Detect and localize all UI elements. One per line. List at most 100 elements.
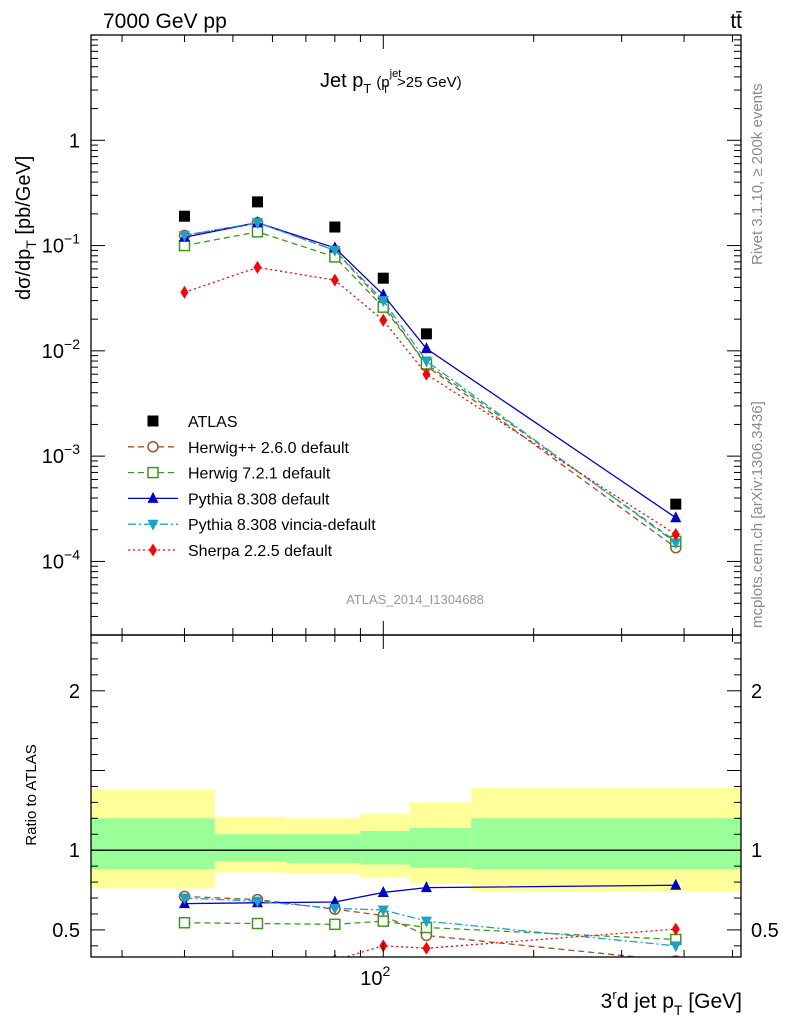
legend-marker bbox=[147, 466, 159, 479]
main-series-line bbox=[184, 221, 677, 519]
main-series-point bbox=[379, 313, 388, 327]
analysis-tag: ATLAS_2014_I1304688 bbox=[346, 592, 484, 607]
main-ticks bbox=[91, 34, 741, 636]
inner-band bbox=[409, 827, 472, 868]
ratio-series-point bbox=[251, 917, 264, 930]
legend-entry: Sherpa 2.2.5 default bbox=[128, 543, 333, 560]
tick-exp: −1 bbox=[64, 231, 80, 247]
main-series-point bbox=[180, 285, 189, 299]
main-series-point bbox=[251, 196, 263, 208]
legend-label: Herwig++ 2.6.0 default bbox=[188, 440, 350, 457]
legend-label: Herwig 7.2.1 default bbox=[188, 466, 331, 483]
ratio-series-line bbox=[184, 897, 676, 947]
legend-entry: Herwig++ 2.6.0 default bbox=[128, 440, 350, 457]
main-series-point bbox=[178, 239, 191, 252]
ratio-series-point bbox=[180, 973, 188, 986]
ratio-series-markers bbox=[178, 893, 682, 953]
main-series-line bbox=[184, 231, 677, 542]
ratio-series-herwig-7-2-1-default bbox=[178, 915, 682, 946]
tick-base: 10 bbox=[42, 341, 64, 363]
main-series-point bbox=[178, 210, 190, 222]
tick-exp: −2 bbox=[64, 336, 80, 352]
ratio-series-point bbox=[670, 941, 682, 953]
legend-label: ATLAS bbox=[188, 414, 238, 431]
legend-entry: Pythia 8.308 default bbox=[128, 491, 330, 508]
main-series-point bbox=[253, 260, 262, 274]
main-y-tick-label: 10−4 bbox=[42, 546, 80, 573]
main-plot-area bbox=[178, 196, 682, 554]
main-series-sherpa-2-2-5-default bbox=[180, 260, 680, 542]
main-y-tick-label: 10−1 bbox=[42, 231, 80, 258]
ratio-series-sherpa-2-2-5-default bbox=[180, 922, 680, 986]
main-panel: 110−110−210−310−4 Jet pT (pjet T >25 GeV) d… bbox=[13, 34, 742, 636]
ratio-y-tick-label-right: 0.5 bbox=[751, 920, 779, 942]
main-series-point bbox=[377, 272, 389, 284]
main-series-markers bbox=[178, 218, 682, 550]
ratio-series-point bbox=[420, 881, 432, 893]
main-y-tick-label: 10−3 bbox=[42, 441, 80, 468]
ratio-x-tick-labels: 102 bbox=[360, 963, 390, 990]
main-series-point bbox=[420, 342, 432, 354]
ratio-series-line bbox=[184, 884, 676, 905]
legend-entry: Herwig 7.2.1 default bbox=[128, 466, 331, 483]
ratio-bands bbox=[91, 788, 741, 892]
ratio-series-markers bbox=[180, 922, 680, 986]
ratio-series-pythia-8-308-vincia-default bbox=[178, 893, 682, 953]
ratio-series-point bbox=[178, 916, 191, 929]
ratio-plot-area bbox=[178, 878, 682, 986]
legend-entry: Pythia 8.308 vincia-default bbox=[128, 517, 376, 534]
inner-band bbox=[286, 834, 361, 863]
main-y-tick-label: 10−2 bbox=[42, 336, 80, 363]
legend-marker bbox=[147, 415, 159, 427]
ratio-y-tick-label-left: 2 bbox=[69, 681, 80, 703]
ratio-y-tick-label-right: 2 bbox=[751, 681, 762, 703]
legend-label: Pythia 8.308 default bbox=[188, 491, 330, 508]
tick-base: 10 bbox=[42, 236, 64, 258]
ratio-series-line bbox=[184, 895, 644, 957]
legend-marker bbox=[147, 491, 159, 503]
main-series-point bbox=[670, 498, 682, 510]
ratio-frame bbox=[90, 634, 742, 958]
main-series-point bbox=[420, 328, 432, 340]
inner-band bbox=[214, 834, 287, 862]
legend-entry: ATLAS bbox=[147, 414, 238, 431]
mcplots-label: mcplots.cern.ch [arXiv:1306.3436] bbox=[749, 401, 766, 628]
ratio-series-line bbox=[343, 928, 676, 957]
inner-band bbox=[471, 818, 741, 870]
ratio-y-tick-labels: 0.5 0.5 1 1 2 2 bbox=[52, 681, 779, 942]
rivet-label: Rivet 3.1.10, ≥ 200k events bbox=[749, 83, 766, 265]
legend-marker bbox=[147, 519, 159, 531]
ratio-series-point bbox=[178, 893, 190, 905]
header-left: 7000 GeV pp bbox=[103, 10, 227, 33]
ratio-series-markers bbox=[178, 915, 682, 946]
ratio-series-point bbox=[377, 905, 389, 917]
main-series-point bbox=[671, 528, 680, 542]
ratio-series-point bbox=[422, 941, 431, 955]
legend-label: Sherpa 2.2.5 default bbox=[188, 543, 333, 560]
main-series-point bbox=[178, 230, 190, 242]
main-series-point bbox=[377, 296, 389, 308]
main-y-tick-labels: 110−110−210−310−4 bbox=[42, 130, 80, 573]
ratio-series-point bbox=[671, 922, 680, 936]
main-series-point bbox=[422, 367, 431, 381]
main-series-point bbox=[420, 356, 432, 368]
legend-marker bbox=[149, 543, 157, 557]
ratio-series-point bbox=[670, 878, 682, 890]
main-series-line bbox=[184, 266, 677, 536]
x-axis-label: 3rd jet pT [GeV] bbox=[601, 987, 742, 1018]
ratio-series-point bbox=[329, 918, 341, 931]
legend: ATLAS Herwig++ 2.6.0 default Herwig 7.2.1 … bbox=[128, 414, 376, 560]
inner-band bbox=[91, 818, 215, 870]
main-series-markers bbox=[180, 260, 680, 542]
main-series-point bbox=[251, 218, 263, 230]
ratio-series-point bbox=[420, 916, 432, 928]
main-series-atlas bbox=[178, 196, 682, 510]
ratio-y-tick-label-right: 1 bbox=[751, 840, 762, 862]
ratio-ticks bbox=[91, 635, 741, 957]
legend-marker bbox=[147, 441, 159, 453]
main-title: Jet pT (pjet T >25 GeV) bbox=[320, 68, 462, 96]
x-tick-label: 102 bbox=[360, 963, 390, 990]
ratio-series-point bbox=[377, 885, 389, 897]
ratio-series-point bbox=[377, 915, 390, 927]
